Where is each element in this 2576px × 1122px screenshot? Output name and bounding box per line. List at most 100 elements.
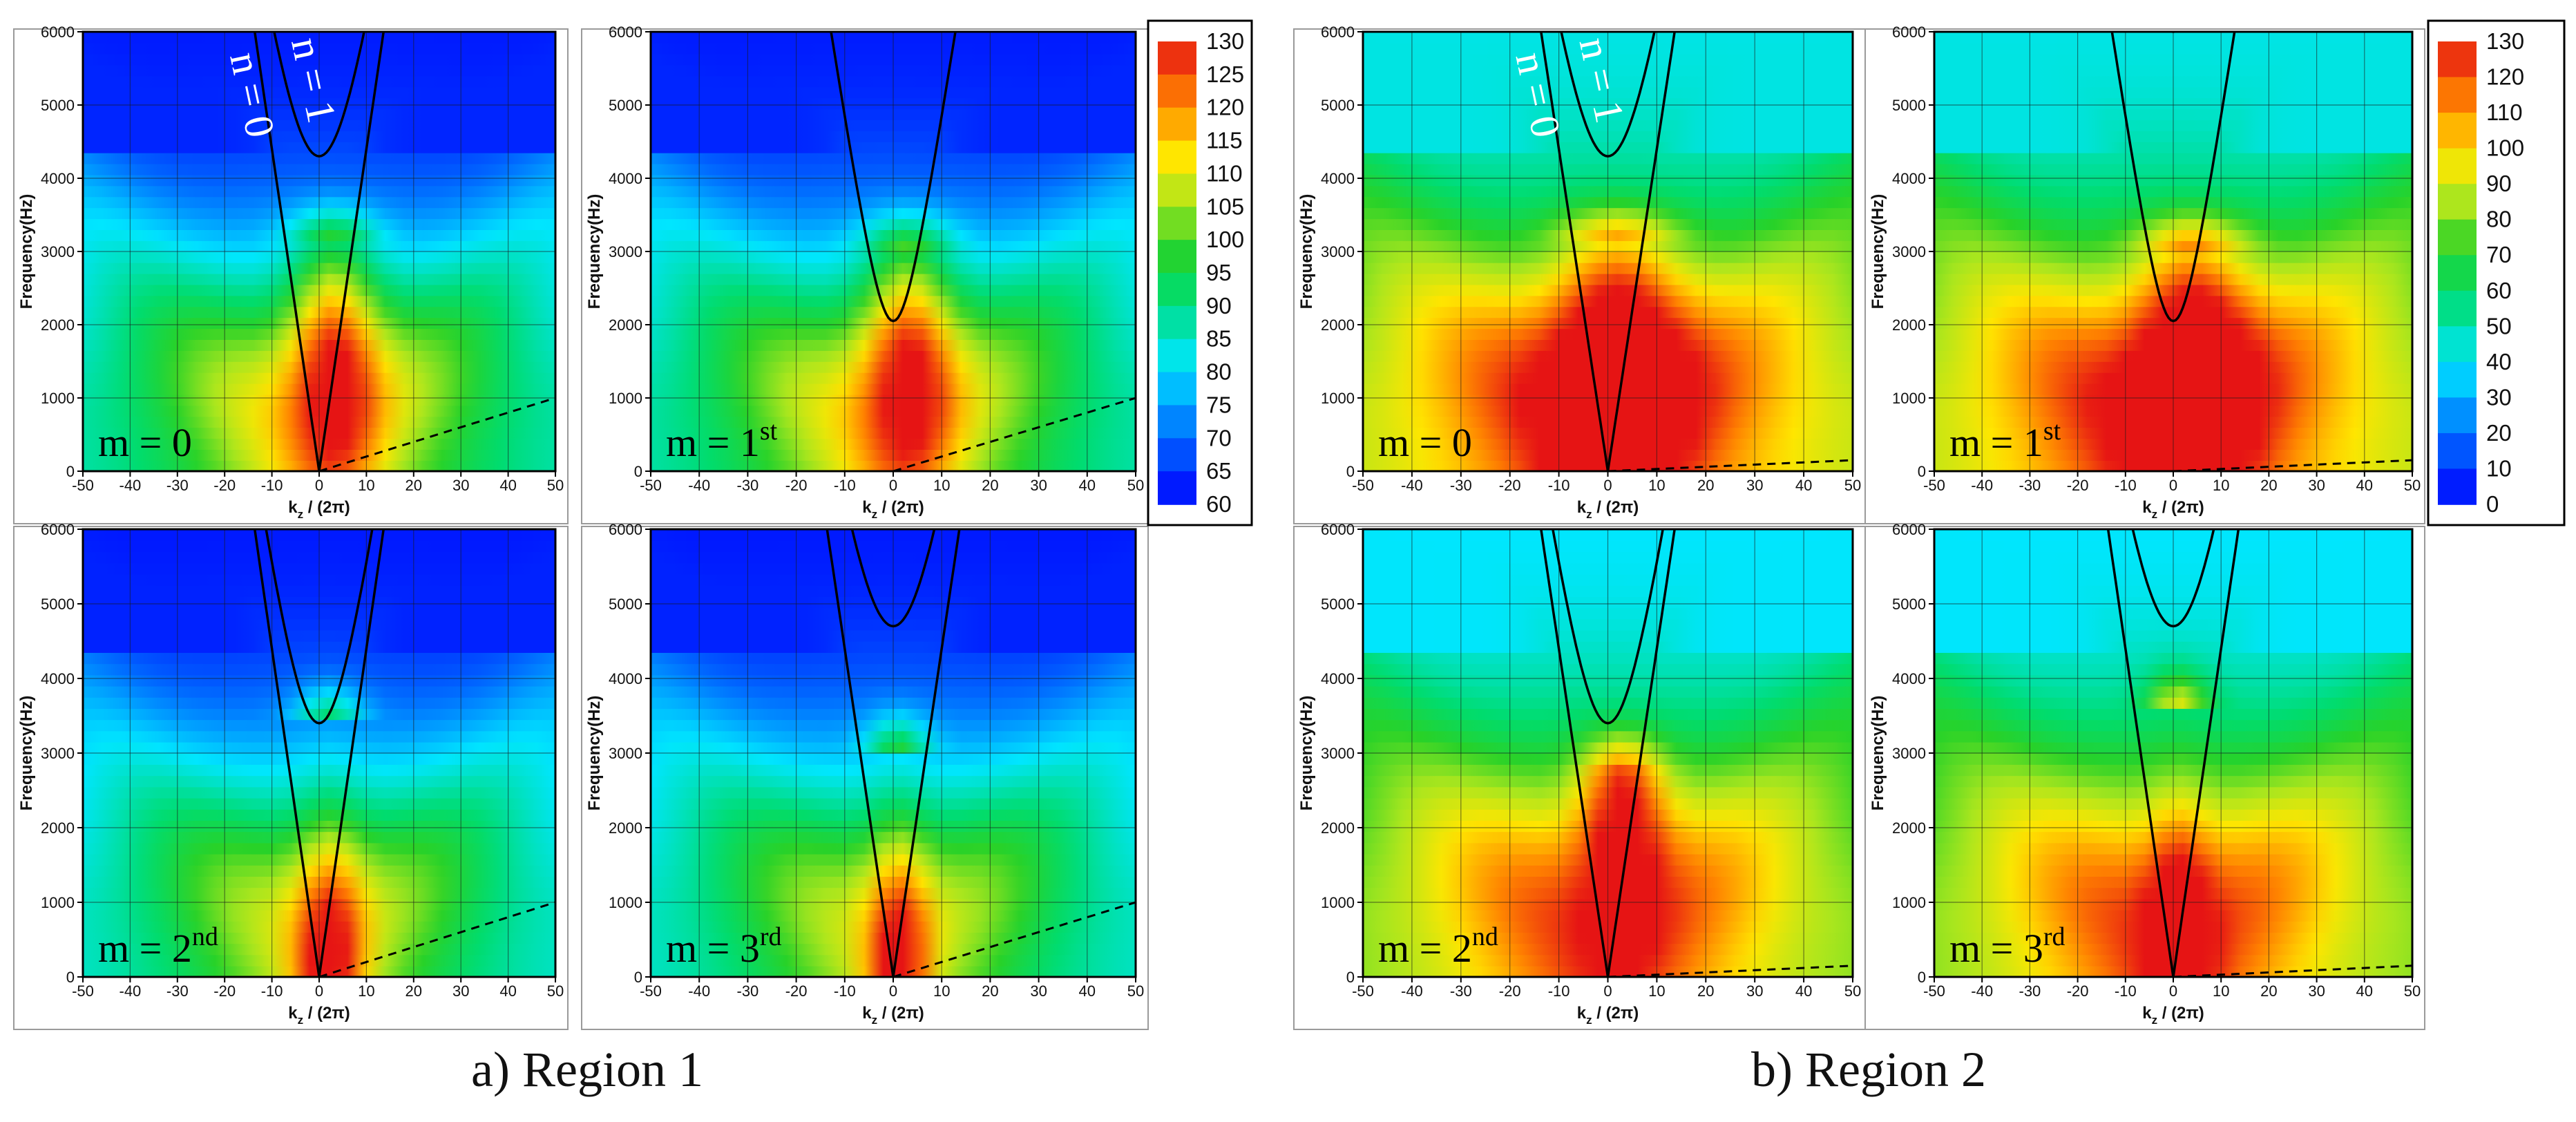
x-tick-label: -30 <box>2019 982 2041 1000</box>
dispersion-curve <box>830 32 957 323</box>
y-axis-label: Frequency(Hz) <box>17 194 36 310</box>
x-tick-label: -30 <box>166 982 189 1000</box>
x-tick-label: -20 <box>785 982 808 1000</box>
x-tick-label: 30 <box>2308 982 2325 1000</box>
y-tick-label: 3000 <box>1321 243 1355 260</box>
y-tick-label: 2000 <box>41 819 75 837</box>
y-tick-label: 5000 <box>41 596 75 613</box>
region-2-caption: b) Region 2 <box>1751 1042 1986 1097</box>
y-tick-label: 5000 <box>609 596 642 613</box>
dispersion-curves <box>826 529 1136 977</box>
y-tick-label: 2000 <box>1321 819 1355 837</box>
x-tick-label: 30 <box>2308 477 2325 494</box>
colorbars-layer: 1301251201151101051009590858075706560130… <box>1147 19 2566 526</box>
x-tick-label: 30 <box>1746 982 1763 1000</box>
colorbar-swatch <box>2438 326 2477 363</box>
x-tick-label: 0 <box>2169 982 2177 1000</box>
x-tick-label: 50 <box>1844 982 1861 1000</box>
dispersion-curve <box>850 529 936 628</box>
x-tick-label: -20 <box>213 982 236 1000</box>
x-tick-label: 10 <box>2213 982 2229 1000</box>
x-tick-label: 40 <box>1795 477 1812 494</box>
y-tick-label: 6000 <box>609 23 642 41</box>
x-tick-label: 30 <box>452 982 469 1000</box>
y-tick-label: 4000 <box>41 170 75 187</box>
dispersion-curve <box>888 32 899 33</box>
colorbar-label: 100 <box>1206 227 1244 252</box>
colorbar-swatch <box>2438 361 2477 399</box>
y-tick-label: 2000 <box>1892 819 1926 837</box>
x-tick-label: -50 <box>1352 477 1374 494</box>
x-tick-label: 30 <box>1746 477 1763 494</box>
x-tick-label: 50 <box>1844 477 1861 494</box>
x-tick-label: 40 <box>1079 477 1096 494</box>
y-tick-label: 6000 <box>1321 23 1355 41</box>
x-tick-label: 30 <box>1030 477 1047 494</box>
y-tick-label: 0 <box>66 463 75 480</box>
x-axis-label: kz / (2π) <box>1577 498 1639 521</box>
colorbar-label: 80 <box>1206 359 1232 385</box>
y-tick-label: 6000 <box>1321 521 1355 538</box>
x-tick-label: -30 <box>737 982 759 1000</box>
colorbar-label: 40 <box>2486 349 2512 374</box>
x-axis-label: kz / (2π) <box>862 498 924 521</box>
x-tick-label: 20 <box>2260 982 2277 1000</box>
colorbar-label: 105 <box>1206 193 1244 219</box>
x-axis-label: kz / (2π) <box>288 1004 350 1027</box>
colorbar-swatch <box>1158 471 1196 505</box>
x-tick-label: 0 <box>315 982 323 1000</box>
colorbar-label: 90 <box>1206 293 1232 318</box>
dispersion-curves <box>1540 529 1853 977</box>
convective-dashed-line <box>1607 964 1853 977</box>
heatmap-panel: -50 -40 -30 -20 -10 0 10 20 30 40 50 0 1000 2000 3000 4… <box>13 521 569 1030</box>
y-axis-label: Frequency(Hz) <box>585 194 604 310</box>
colorbar-swatch <box>1158 107 1196 142</box>
x-tick-label: -30 <box>737 477 759 494</box>
convective-dashed-line <box>318 397 555 471</box>
dispersion-curves <box>253 32 555 471</box>
y-tick-label: 5000 <box>1321 596 1355 613</box>
x-tick-label: 0 <box>889 982 897 1000</box>
colorbar-swatch <box>2438 255 2477 292</box>
colorbar-swatch <box>1158 140 1196 175</box>
x-tick-label: 10 <box>358 477 374 494</box>
convective-dashed-line <box>893 397 1136 471</box>
colorbar-label: 125 <box>1206 61 1244 87</box>
colorbar-swatch <box>1158 74 1196 108</box>
y-tick-label: 4000 <box>41 670 75 687</box>
x-tick-label: -10 <box>1548 477 1570 494</box>
y-tick-label: 2000 <box>1892 316 1926 334</box>
x-tick-label: -50 <box>1923 982 1945 1000</box>
mode-label: m = 3rd <box>1949 922 2065 971</box>
mode-label: m = 1st <box>1949 417 2061 465</box>
x-tick-label: 10 <box>1648 982 1665 1000</box>
dispersion-curve <box>2110 32 2236 323</box>
x-tick-label: -30 <box>2019 477 2041 494</box>
x-tick-label: -10 <box>2115 477 2137 494</box>
colorbar-swatch <box>1158 405 1196 439</box>
colorbar-label: 100 <box>2486 135 2524 161</box>
colorbar-swatch <box>2438 219 2477 256</box>
y-tick-label: 1000 <box>41 894 75 911</box>
colorbar-swatch <box>2438 184 2477 220</box>
y-tick-label: 6000 <box>1892 23 1926 41</box>
y-axis-label: Frequency(Hz) <box>585 696 604 811</box>
y-tick-label: 1000 <box>1892 390 1926 407</box>
x-tick-label: 30 <box>1030 982 1047 1000</box>
y-tick-label: 0 <box>1918 969 1926 986</box>
heatmap-panel: -50 -40 -30 -20 -10 0 10 20 30 40 50 0 1000 2000 3000 4… <box>581 521 1149 1030</box>
colorbar-swatch <box>1158 339 1196 373</box>
mode-label: m = 2nd <box>98 922 218 971</box>
y-tick-label: 6000 <box>41 521 75 538</box>
colorbar-swatch <box>2438 432 2477 470</box>
x-tick-label: -20 <box>1499 982 1521 1000</box>
x-tick-label: -10 <box>2115 982 2137 1000</box>
colorbar-swatch <box>1158 305 1196 340</box>
x-tick-label: -10 <box>834 982 856 1000</box>
colorbar-label: 130 <box>2486 28 2524 54</box>
x-axis-label: kz / (2π) <box>1577 1004 1639 1027</box>
colorbar-swatch <box>1158 41 1196 75</box>
colorbar-label: 90 <box>2486 171 2512 196</box>
y-tick-label: 6000 <box>1892 521 1926 538</box>
region-1-caption: a) Region 1 <box>471 1042 703 1097</box>
